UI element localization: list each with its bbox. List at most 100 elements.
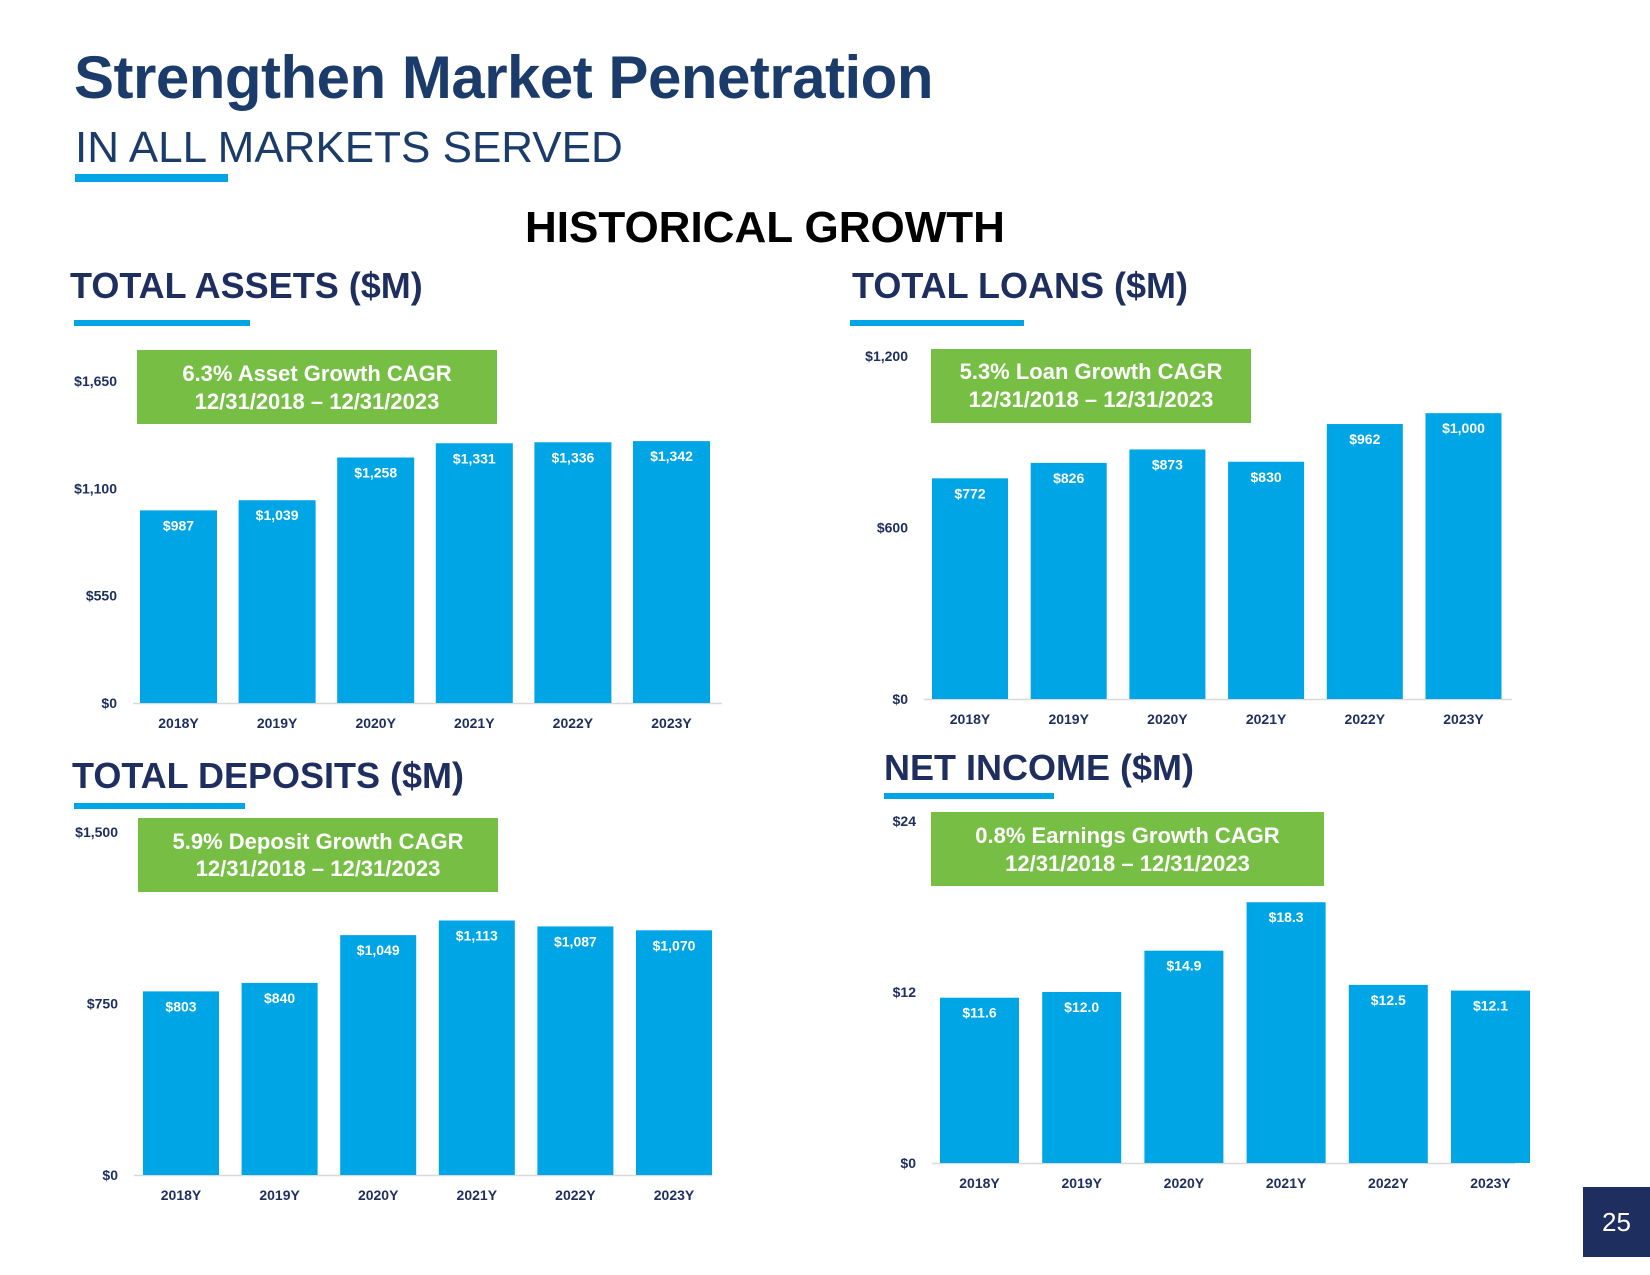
loans-cagr-text: 5.3% Loan Growth CAGR (960, 359, 1223, 384)
deposits-ytick-label: $750 (87, 996, 118, 1012)
income-bar (1246, 902, 1326, 1163)
assets-bar (534, 442, 612, 703)
income-chart: $0 $12 $24 $11.6 2018Y $12.0 2019Y $14.9 2020Y $1… (893, 812, 1530, 1191)
income-value-label: $12.0 (1064, 999, 1099, 1015)
income-category-label: 2023Y (1470, 1175, 1511, 1191)
loans-bar (1326, 424, 1403, 699)
assets-category-label: 2022Y (553, 715, 594, 731)
assets-bar (435, 443, 513, 703)
income-value-label: $18.3 (1269, 909, 1304, 925)
income-cagr-text: 0.8% Earnings Growth CAGR (975, 823, 1279, 848)
income-category-label: 2022Y (1368, 1175, 1409, 1191)
deposits-ytick-label: $1,500 (75, 824, 118, 840)
loans-category-label: 2018Y (950, 711, 991, 727)
page-subtitle: IN ALL MARKETS SERVED (75, 123, 623, 172)
assets-bar (633, 441, 710, 703)
loans-bar (1030, 462, 1107, 699)
loans-value-label: $1,000 (1442, 420, 1485, 436)
deposits-bar (143, 991, 219, 1175)
page-number: 25 (1583, 1187, 1650, 1257)
loans-category-label: 2020Y (1147, 711, 1188, 727)
loans-chart-title: TOTAL LOANS ($M) (852, 265, 1188, 306)
deposits-category-label: 2019Y (259, 1187, 300, 1203)
income-ytick-label: $24 (893, 813, 917, 829)
deposits-value-label: $1,070 (653, 937, 696, 953)
loans-value-label: $830 (1251, 469, 1282, 485)
loans-bar (1425, 413, 1502, 699)
assets-category-label: 2020Y (355, 715, 396, 731)
assets-bar (238, 500, 316, 703)
loans-category-label: 2022Y (1345, 711, 1386, 727)
loans-title-rule (850, 320, 1024, 326)
assets-value-label: $1,331 (453, 450, 496, 466)
loans-cagr-callout (931, 349, 1251, 423)
deposits-category-label: 2018Y (161, 1187, 202, 1203)
assets-category-label: 2023Y (651, 715, 692, 731)
assets-ytick-label: $1,650 (74, 373, 117, 389)
loans-category-label: 2019Y (1048, 711, 1089, 727)
loans-value-label: $772 (954, 485, 985, 501)
deposits-cagr-callout (138, 818, 498, 892)
page-title: Strengthen Market Penetration (74, 44, 934, 111)
income-bar (1042, 992, 1122, 1163)
assets-value-label: $1,342 (650, 448, 693, 464)
loans-bar (932, 478, 1008, 699)
assets-category-label: 2021Y (454, 715, 495, 731)
deposits-value-label: $803 (165, 998, 196, 1014)
deposits-category-label: 2021Y (457, 1187, 498, 1203)
deposits-category-label: 2022Y (555, 1187, 596, 1203)
income-bar (1451, 990, 1530, 1163)
assets-cagr-callout (137, 350, 497, 424)
loans-cagr-text: 12/31/2018 – 12/31/2023 (969, 387, 1214, 412)
assets-cagr-text: 12/31/2018 – 12/31/2023 (195, 389, 440, 414)
deposits-ytick-label: $0 (102, 1167, 118, 1183)
income-value-label: $14.9 (1166, 958, 1201, 974)
deposits-bar (537, 926, 614, 1175)
loans-category-label: 2023Y (1443, 711, 1484, 727)
deposits-bar (636, 930, 712, 1175)
income-category-label: 2019Y (1061, 1175, 1102, 1191)
income-ytick-label: $12 (893, 984, 917, 1000)
loans-value-label: $962 (1349, 431, 1380, 447)
deposits-cagr-text: 12/31/2018 – 12/31/2023 (196, 856, 441, 881)
income-cagr-callout (931, 812, 1324, 886)
deposits-category-label: 2020Y (358, 1187, 399, 1203)
deposits-chart-title: TOTAL DEPOSITS ($M) (72, 755, 465, 796)
loans-ytick-label: $1,200 (865, 348, 908, 364)
deposits-value-label: $1,113 (456, 927, 498, 943)
deposits-cagr-text: 5.9% Deposit Growth CAGR (173, 829, 464, 854)
deposits-chart: $0 $750 $1,500 $803 2018Y $840 2019Y $1,049 2020… (75, 818, 712, 1203)
income-category-label: 2021Y (1266, 1175, 1307, 1191)
income-bar (940, 997, 1019, 1163)
income-ytick-label: $0 (900, 1155, 916, 1171)
title-underline (75, 174, 228, 182)
assets-value-label: $987 (163, 517, 194, 533)
assets-ytick-label: $550 (86, 588, 117, 604)
income-value-label: $12.1 (1473, 998, 1508, 1014)
loans-bar (1129, 449, 1206, 699)
assets-title-rule (74, 320, 250, 326)
assets-chart-title: TOTAL ASSETS ($M) (70, 265, 423, 306)
income-chart-title: NET INCOME ($M) (884, 747, 1194, 788)
deposits-category-label: 2023Y (654, 1187, 695, 1203)
assets-ytick-label: $1,100 (74, 480, 117, 496)
loans-value-label: $826 (1053, 470, 1084, 486)
loans-bar (1228, 461, 1305, 699)
loans-category-label: 2021Y (1246, 711, 1287, 727)
assets-value-label: $1,258 (354, 464, 397, 480)
deposits-bar (340, 935, 417, 1175)
deposits-value-label: $1,049 (357, 942, 400, 958)
deposits-bar (438, 920, 515, 1175)
income-category-label: 2020Y (1164, 1175, 1205, 1191)
assets-ytick-label: $0 (101, 695, 117, 711)
assets-category-label: 2018Y (158, 715, 199, 731)
deposits-title-rule (74, 803, 245, 809)
assets-cagr-text: 6.3% Asset Growth CAGR (182, 361, 451, 386)
loans-value-label: $873 (1152, 456, 1183, 472)
income-cagr-text: 12/31/2018 – 12/31/2023 (1005, 851, 1250, 876)
assets-value-label: $1,336 (551, 449, 594, 465)
assets-chart: $0 $550 $1,100 $1,650 $987 2018Y $1,039 2019Y $1… (74, 350, 722, 731)
deposits-value-label: $840 (264, 990, 295, 1006)
deposits-bar (241, 982, 318, 1175)
